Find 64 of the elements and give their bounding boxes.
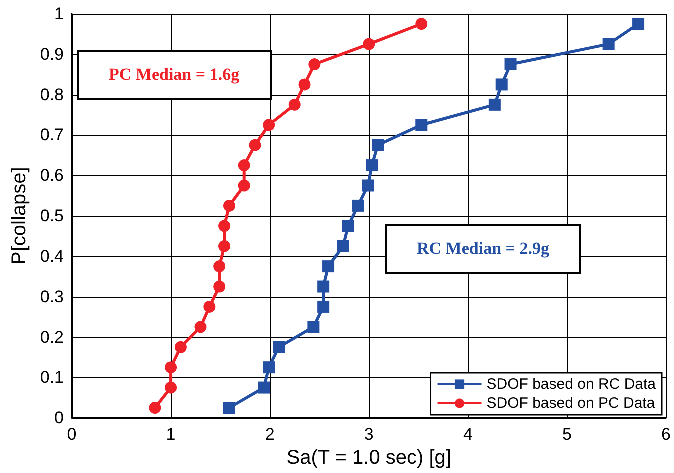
- point: [204, 300, 216, 313]
- y-tick-label: 0.9: [40, 44, 64, 64]
- point: [318, 280, 330, 293]
- legend-label: SDOF based on RC Data: [486, 376, 657, 393]
- legend-label: SDOF based on PC Data: [486, 395, 656, 412]
- x-tick-label: 4: [463, 425, 473, 444]
- point: [218, 240, 231, 252]
- point: [308, 58, 321, 71]
- y-tick-label: 1: [54, 4, 64, 24]
- point: [308, 321, 320, 334]
- y-tick-label: 0.5: [40, 206, 64, 226]
- x-tick-label: 5: [562, 425, 572, 444]
- point: [362, 180, 374, 192]
- point: [366, 160, 378, 172]
- point: [214, 260, 226, 273]
- point: [214, 280, 226, 293]
- point: [416, 119, 428, 132]
- y-tick-label: 0: [54, 408, 64, 428]
- point: [238, 160, 250, 172]
- y-tick-label: 0.8: [40, 85, 64, 104]
- point: [174, 341, 187, 354]
- point: [263, 119, 276, 132]
- point: [249, 139, 262, 152]
- point: [149, 402, 162, 414]
- point: [504, 58, 517, 71]
- x-tick-label: 2: [265, 425, 275, 444]
- point: [273, 341, 286, 354]
- point: [337, 240, 350, 252]
- y-tick-label: 0.3: [40, 287, 64, 306]
- point: [363, 38, 376, 50]
- x-tick-label: 3: [364, 425, 374, 444]
- y-tick-label: 0.4: [40, 246, 64, 266]
- point: [165, 382, 178, 394]
- point: [263, 362, 276, 374]
- text-box: PC Median = 1.6g: [77, 50, 272, 100]
- point: [218, 220, 231, 232]
- point: [372, 139, 384, 152]
- point: [632, 18, 645, 30]
- y-tick-label: 0.1: [40, 368, 64, 388]
- point: [165, 362, 178, 374]
- point: [318, 300, 330, 313]
- point: [223, 200, 236, 212]
- point: [488, 98, 501, 111]
- y-tick-label: 0.7: [40, 126, 64, 145]
- point: [602, 38, 615, 50]
- y-axis-title: P[collapse]: [8, 167, 30, 265]
- x-tick-label: 0: [67, 425, 77, 444]
- point: [416, 18, 428, 30]
- y-tick-label: 0.2: [40, 328, 64, 347]
- y-tick-label: 0.6: [40, 166, 64, 186]
- x-tick-label: 6: [662, 425, 672, 444]
- x-tick-label: 1: [166, 425, 176, 444]
- point: [258, 382, 270, 394]
- text-box: RC Median = 2.9g: [385, 224, 582, 274]
- point: [496, 78, 508, 91]
- point: [352, 200, 364, 212]
- point: [342, 220, 354, 232]
- x-axis-title: Sa(T = 1.0 sec) [g]: [286, 447, 452, 469]
- point: [223, 402, 236, 414]
- point: [194, 321, 207, 334]
- point: [322, 260, 335, 273]
- point: [298, 78, 311, 91]
- point: [238, 180, 250, 192]
- point: [288, 98, 301, 111]
